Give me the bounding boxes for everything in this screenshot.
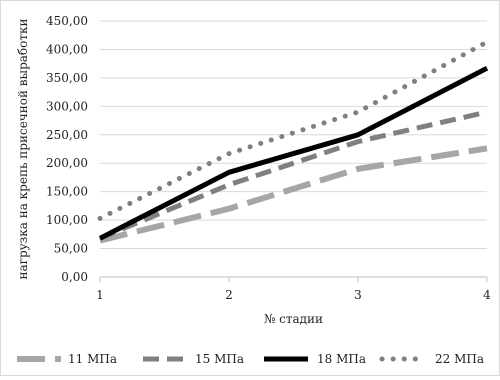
series-line xyxy=(99,109,488,241)
legend-label: 11 МПа xyxy=(68,352,117,366)
legend-label: 18 МПа xyxy=(317,352,366,366)
series-line xyxy=(99,145,488,244)
y-tick-labels: 0,00 50,00 100,00 150,00 200,00 250,00 300,00 3… xyxy=(46,14,88,284)
x-tick-label: 3 xyxy=(354,288,362,302)
x-tick-label: 1 xyxy=(96,288,104,302)
y-axis-title: нагрузка на крепь присечной выработки xyxy=(16,19,30,280)
y-tick-label: 150,00 xyxy=(46,185,88,199)
y-tick-label: 0,00 xyxy=(61,270,88,284)
x-tick-label: 2 xyxy=(225,288,233,302)
y-tick-label: 250,00 xyxy=(46,128,88,142)
y-tick-label: 400,00 xyxy=(46,42,88,56)
legend: 11 МПа 15 МПа 18 МПа 22 МПа xyxy=(17,352,484,366)
y-tick-label: 200,00 xyxy=(46,156,88,170)
y-tick-label: 350,00 xyxy=(46,71,88,85)
y-tick-label: 450,00 xyxy=(46,14,88,28)
legend-label: 22 МПа xyxy=(435,352,484,366)
series-lines xyxy=(97,39,490,244)
y-tick-label: 300,00 xyxy=(46,99,88,113)
x-tick-labels: 1 2 3 4 xyxy=(96,288,491,302)
y-tick-label: 100,00 xyxy=(46,213,88,227)
x-axis-title: № стадии xyxy=(264,312,323,326)
x-axis-ticks xyxy=(99,277,488,282)
series-line xyxy=(97,39,490,221)
y-tick-label: 50,00 xyxy=(54,242,88,256)
legend-label: 15 МПа xyxy=(195,352,244,366)
x-tick-label: 4 xyxy=(483,288,491,302)
series-line xyxy=(98,65,489,241)
